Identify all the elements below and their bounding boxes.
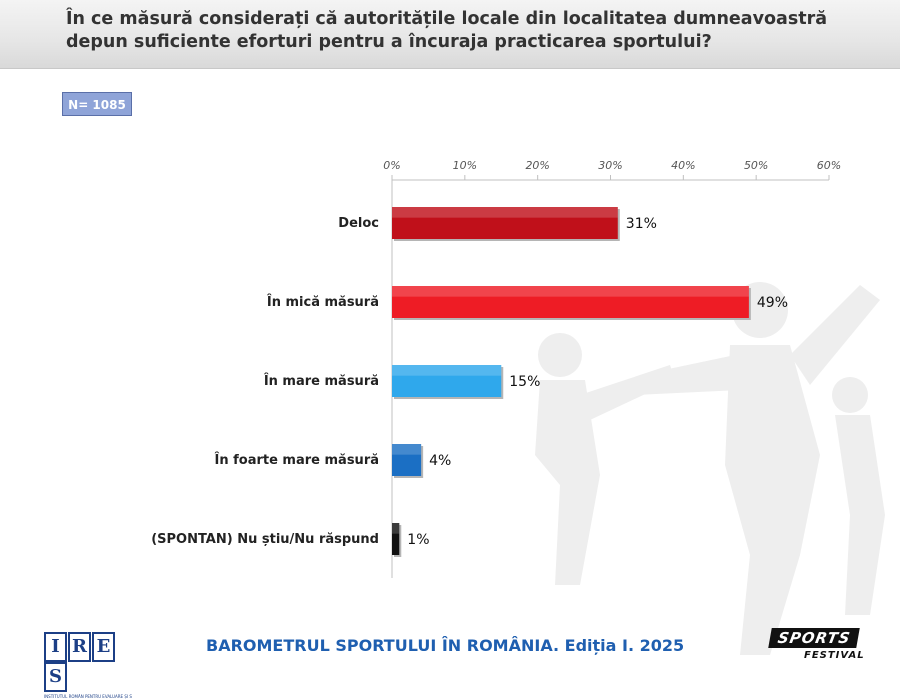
ires-logo: I R ES INSTITUTUL ROMÂN PENTRU EVALUARE ȘI… — [44, 632, 132, 699]
bar-highlight — [392, 523, 400, 534]
ires-logo-letter: R — [68, 632, 91, 662]
category-label: În mare măsură — [264, 373, 379, 389]
category-label: În mică măsură — [267, 294, 379, 310]
sports-logo-sub: FESTIVAL — [804, 650, 865, 661]
tick-label: 0% — [383, 159, 400, 172]
bar-highlight — [392, 286, 749, 297]
category-label: În foarte mare măsură — [214, 452, 379, 468]
value-label: 4% — [429, 453, 451, 469]
bar-highlight — [392, 365, 502, 376]
footer-title: BAROMETRUL SPORTULUI ÎN ROMÂNIA. Ediția … — [206, 636, 685, 655]
tick-label: 40% — [671, 159, 695, 172]
ires-logo-letter: I — [44, 632, 67, 662]
background-athletes-watermark — [535, 282, 885, 655]
value-label: 15% — [509, 374, 540, 390]
ires-logo-subtitle: INSTITUTUL ROMÂN PENTRU EVALUARE ȘI STRA… — [44, 694, 132, 699]
bar — [392, 207, 618, 239]
tick-label: 50% — [744, 159, 768, 172]
value-label: 1% — [407, 532, 429, 548]
bar-highlight — [392, 207, 618, 218]
value-label: 49% — [757, 295, 788, 311]
bar-chart: 0% 10% 20% 30% 40% 50% 60% Deloc În mică măsură… — [151, 159, 841, 578]
value-labels: 31% 49% 15% 4% 1% — [407, 216, 788, 548]
value-label: 31% — [626, 216, 657, 232]
category-label: (SPONTAN) Nu știu/Nu răspund — [151, 532, 379, 547]
tick-label: 20% — [525, 159, 549, 172]
value-axis-ticks: 0% 10% 20% 30% 40% 50% 60% — [383, 159, 841, 180]
bar — [392, 365, 502, 397]
ires-logo-letter: E — [92, 632, 115, 662]
bar — [392, 444, 422, 476]
header-bar: În ce măsură considerați că autoritățile… — [0, 0, 900, 69]
sports-logo-main: SPORTS — [768, 628, 861, 648]
bars — [392, 207, 751, 557]
ires-logo-letter: S — [44, 662, 67, 692]
tick-label: 10% — [453, 159, 477, 172]
tick-label: 30% — [598, 159, 622, 172]
bar-highlight — [392, 444, 422, 455]
sample-size-badge: N= 1085 — [62, 92, 132, 116]
tick-label: 60% — [817, 159, 841, 172]
category-labels: Deloc În mică măsură În mare măsură În foar… — [151, 216, 379, 547]
sports-festival-logo: SPORTS FESTIVAL — [768, 626, 864, 666]
category-label: Deloc — [338, 216, 379, 231]
bar — [392, 286, 749, 318]
question-title: În ce măsură considerați că autoritățile… — [66, 9, 828, 52]
bar — [392, 523, 400, 555]
